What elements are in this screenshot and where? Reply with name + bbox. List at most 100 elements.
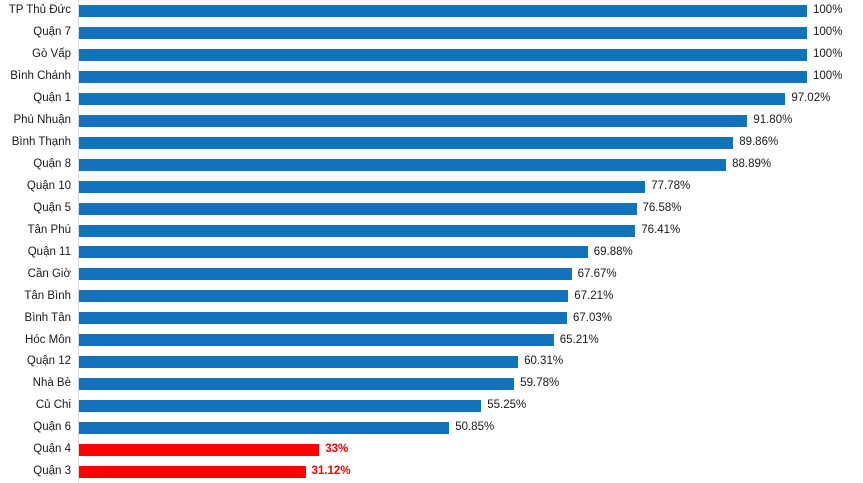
- value-label: 67.67%: [577, 267, 617, 280]
- plot-area: 65.21%: [78, 329, 863, 352]
- chart-row: TP Thủ Đức 100%: [0, 0, 863, 22]
- category-label: Quận 6: [33, 421, 71, 434]
- category-label: Củ Chi: [35, 399, 71, 412]
- value-label: 91.80%: [753, 113, 793, 126]
- value-label: 100%: [813, 48, 843, 61]
- bar: [79, 114, 748, 127]
- category-label: Quận 4: [33, 443, 71, 456]
- category-label: Quận 7: [33, 26, 71, 39]
- bar: [79, 312, 567, 325]
- value-label: 69.88%: [593, 245, 633, 258]
- chart-row: Quận 10 77.78%: [0, 175, 863, 198]
- value-label: 97.02%: [791, 92, 831, 105]
- chart-row: Quận 5 76.58%: [0, 197, 863, 220]
- chart-row: Tân Phú 76.41%: [0, 219, 863, 242]
- bar: [79, 334, 554, 347]
- value-label: 31.12%: [311, 465, 351, 478]
- plot-area: 60.31%: [78, 351, 863, 374]
- bar-highlighted: [79, 465, 306, 478]
- chart-row: Phú Nhuận 91.80%: [0, 109, 863, 132]
- chart-row: Cần Giờ 67.67%: [0, 263, 863, 286]
- plot-area: 69.88%: [78, 241, 863, 264]
- category-label: Quận 5: [33, 201, 71, 214]
- plot-area: 100%: [78, 0, 863, 22]
- plot-area: 77.78%: [78, 175, 863, 198]
- bar: [79, 224, 636, 237]
- chart-row: Bình Tân 67.03%: [0, 307, 863, 330]
- chart-row: Gò Vấp 100%: [0, 43, 863, 66]
- bar: [79, 246, 588, 259]
- plot-area: 97.02%: [78, 87, 863, 110]
- chart-row: Quận 4 33%: [0, 439, 863, 462]
- chart-row: Bình Chánh 100%: [0, 65, 863, 88]
- plot-area: 67.21%: [78, 285, 863, 308]
- bar: [79, 158, 727, 171]
- chart-row: Nhà Bè 59.78%: [0, 373, 863, 396]
- category-label: Bình Tân: [24, 311, 71, 324]
- plot-area: 59.78%: [78, 373, 863, 396]
- chart-row: Củ Chi 55.25%: [0, 395, 863, 418]
- category-label: Quận 1: [33, 92, 71, 105]
- chart-row: Quận 11 69.88%: [0, 241, 863, 264]
- category-label: TP Thủ Đức: [8, 4, 71, 17]
- category-label: Quận 3: [33, 465, 71, 478]
- value-label: 88.89%: [732, 157, 772, 170]
- bar: [79, 202, 637, 215]
- bar: [79, 268, 572, 281]
- plot-area: 67.67%: [78, 263, 863, 286]
- chart-row: Bình Thạnh 89.86%: [0, 131, 863, 154]
- chart-row: Quận 12 60.31%: [0, 351, 863, 374]
- chart-row: Hóc Môn 65.21%: [0, 329, 863, 352]
- bar: [79, 4, 808, 17]
- value-label: 76.41%: [641, 223, 681, 236]
- bar: [79, 136, 734, 149]
- value-label: 50.85%: [455, 421, 495, 434]
- plot-area: 91.80%: [78, 109, 863, 132]
- bar-highlighted: [79, 444, 320, 457]
- bar: [79, 48, 808, 61]
- bar: [79, 290, 569, 303]
- category-label: Quận 12: [26, 355, 71, 368]
- bar: [79, 26, 808, 39]
- bar: [79, 180, 646, 193]
- chart-row: Quận 1 97.02%: [0, 87, 863, 110]
- category-label: Bình Chánh: [10, 70, 71, 83]
- plot-area: 76.58%: [78, 197, 863, 220]
- plot-area: 55.25%: [78, 395, 863, 418]
- plot-area: 88.89%: [78, 153, 863, 176]
- plot-area: 100%: [78, 21, 863, 44]
- category-label: Phú Nhuận: [13, 113, 71, 126]
- value-label: 60.31%: [524, 355, 564, 368]
- category-label: Hóc Môn: [24, 333, 71, 346]
- value-label: 100%: [813, 26, 843, 39]
- value-label: 76.58%: [642, 201, 682, 214]
- plot-area: 33%: [78, 439, 863, 462]
- value-label: 77.78%: [651, 179, 691, 192]
- category-label: Quận 10: [26, 179, 71, 192]
- value-label: 100%: [813, 4, 843, 17]
- category-label: Tân Phú: [27, 223, 71, 236]
- chart-row: Quận 3 31.12%: [0, 461, 863, 483]
- bar: [79, 92, 786, 105]
- plot-area: 50.85%: [78, 417, 863, 440]
- value-label: 100%: [813, 70, 843, 83]
- bar: [79, 400, 482, 413]
- category-label: Quận 11: [27, 245, 71, 258]
- category-label: Nhà Bè: [32, 377, 71, 390]
- plot-area: 31.12%: [78, 461, 863, 483]
- chart-row: Quận 6 50.85%: [0, 417, 863, 440]
- plot-area: 67.03%: [78, 307, 863, 330]
- value-label: 67.03%: [572, 311, 612, 324]
- plot-area: 89.86%: [78, 131, 863, 154]
- value-label: 33%: [325, 443, 349, 456]
- plot-area: 100%: [78, 43, 863, 66]
- value-label: 89.86%: [739, 135, 779, 148]
- bar: [79, 356, 519, 369]
- category-label: Bình Thạnh: [11, 135, 71, 148]
- category-label: Cần Giờ: [27, 267, 71, 280]
- value-label: 55.25%: [487, 399, 527, 412]
- category-label: Quận 8: [33, 157, 71, 170]
- chart-row: Quận 7 100%: [0, 21, 863, 44]
